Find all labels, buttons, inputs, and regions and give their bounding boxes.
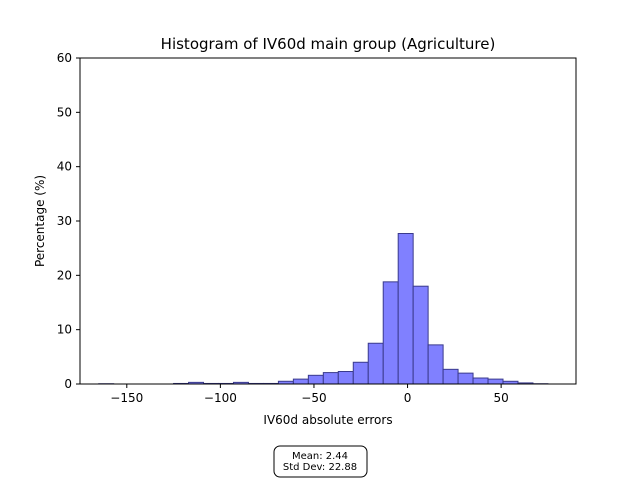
x-tick-label: −100 <box>204 391 237 405</box>
std-dev-text: Std Dev: 22.88 <box>283 462 357 473</box>
stats-annotation-box: Mean: 2.44 Std Dev: 22.88 <box>274 446 367 477</box>
histogram-bar <box>383 282 398 384</box>
y-tick-label: 30 <box>57 214 72 228</box>
x-tick-label: 50 <box>493 391 508 405</box>
histogram-bar <box>488 379 503 384</box>
y-axis-label: Percentage (%) <box>33 175 47 267</box>
histogram-bar <box>338 372 353 385</box>
x-tick-label: 0 <box>404 391 412 405</box>
histogram-bar <box>458 373 473 384</box>
histogram-bar <box>293 379 308 384</box>
x-tick-label: −150 <box>110 391 143 405</box>
y-tick-label: 50 <box>57 105 72 119</box>
y-tick-label: 40 <box>57 160 72 174</box>
histogram-bar <box>308 375 323 384</box>
y-tick-label: 0 <box>64 377 72 391</box>
histogram-bar <box>413 286 428 384</box>
histogram-bar <box>398 234 413 385</box>
y-tick-label: 20 <box>57 268 72 282</box>
histogram-bar <box>443 369 458 384</box>
histogram-bar <box>323 373 338 384</box>
histogram-bar <box>353 362 368 384</box>
mean-text: Mean: 2.44 <box>292 451 348 462</box>
x-axis-label: IV60d absolute errors <box>263 413 392 427</box>
histogram-bar <box>473 378 488 384</box>
y-tick-label: 60 <box>57 51 72 65</box>
histogram-bar <box>368 343 383 384</box>
x-tick-label: −50 <box>301 391 326 405</box>
y-tick-label: 10 <box>57 323 72 337</box>
chart-title: Histogram of IV60d main group (Agricultu… <box>161 35 496 53</box>
histogram-bar <box>428 345 443 384</box>
